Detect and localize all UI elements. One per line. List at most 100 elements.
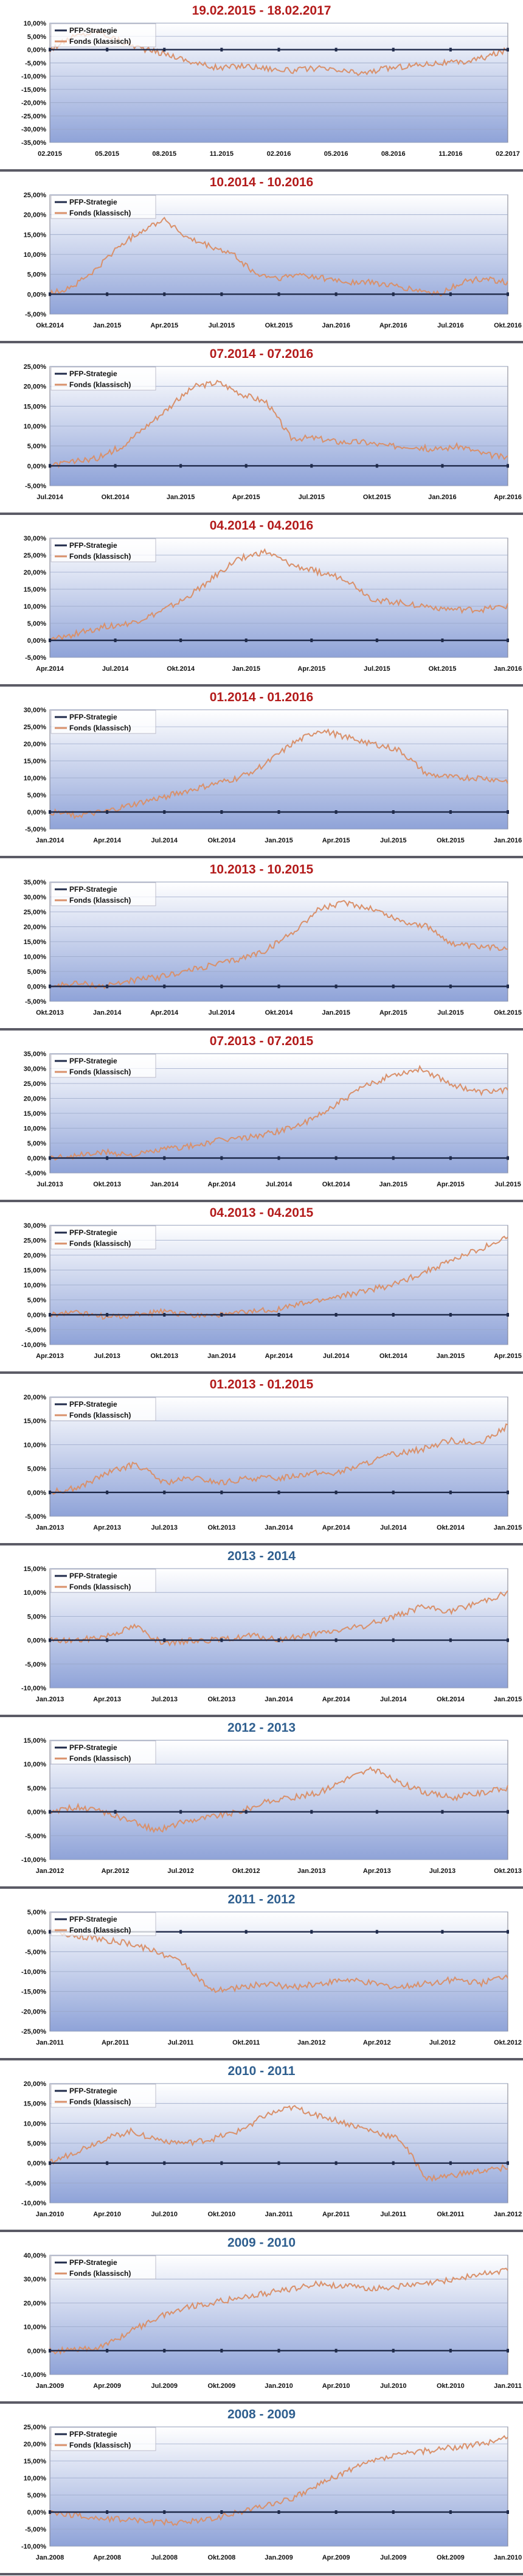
legend: PFP-Strategie Fonds (klassisch): [50, 2084, 156, 2108]
chart-title: 01.2013 - 01.2015: [209, 1377, 314, 1391]
series-line-fonds: [49, 1236, 508, 1320]
y-tick-label: 5,00%: [27, 1297, 46, 1304]
series-marker: [392, 292, 395, 296]
series-marker: [507, 2161, 509, 2165]
series-marker: [392, 1313, 395, 1317]
x-tick-label: Apr.2014: [207, 1181, 236, 1188]
line-chart: 30,00% 25,00% 20,00% 15,00% 10,00% 5,00% 0,00%…: [24, 707, 522, 844]
x-tick-label: Okt.2012: [232, 1867, 260, 1875]
series-marker: [449, 1638, 452, 1642]
y-tick-label: -10,00%: [21, 2200, 46, 2207]
x-tick-label: Jul.2013: [94, 1353, 120, 1360]
legend-label: PFP-Strategie: [69, 369, 117, 378]
legend-label: Fonds (klassisch): [69, 380, 131, 389]
series-marker: [310, 1810, 313, 1814]
y-tick-label: 30,00%: [24, 2276, 47, 2283]
series-line-fonds: [49, 1766, 508, 1833]
series-marker: [220, 2510, 223, 2514]
y-tick-label: 15,00%: [24, 1267, 47, 1275]
x-tick-label: Jan.2015: [379, 1181, 407, 1188]
x-tick-label: Jan.2016: [322, 322, 350, 329]
legend-label: PFP-Strategie: [69, 2258, 117, 2267]
series-marker: [507, 1930, 509, 1934]
legend-label: PFP-Strategie: [69, 885, 117, 894]
y-tick-label: 5,00%: [27, 271, 46, 279]
panel-separator: [0, 341, 523, 343]
x-tick-label: Jan.2009: [265, 2554, 293, 2561]
series-marker: [441, 639, 444, 642]
x-tick-label: Jan.2011: [265, 2211, 293, 2218]
series-marker: [106, 810, 109, 814]
x-tick-label: Okt.2008: [207, 2554, 235, 2561]
series-marker: [49, 1810, 51, 1814]
series-marker: [507, 464, 509, 468]
line-chart: 10,00% 5,00% 0,00% -5,00% -10,00% -15,00% -20,…: [21, 21, 520, 158]
x-tick-label: Jul.2014: [266, 1181, 293, 1188]
x-tick-label: Okt.2014: [36, 322, 64, 329]
x-tick-label: Okt.2015: [265, 322, 293, 329]
legend-label: Fonds (klassisch): [69, 1926, 131, 1934]
series-marker: [114, 639, 117, 642]
y-tick-label: 25,00%: [24, 2424, 47, 2431]
series-marker: [449, 2510, 452, 2514]
series-marker: [106, 2348, 109, 2353]
x-tick-label: Jan.2016: [428, 494, 456, 501]
x-tick-label: Jul.2015: [364, 665, 390, 673]
series-marker: [106, 292, 109, 296]
x-tick-label: Jan.2015: [167, 494, 195, 501]
x-tick-label: 05.2015: [95, 150, 119, 158]
chart-title: 07.2014 - 07.2016: [209, 347, 314, 361]
legend-label: Fonds (klassisch): [69, 1754, 131, 1763]
legend-box: [50, 195, 156, 219]
series-line-fonds: [49, 2105, 508, 2182]
x-tick-label: Jan.2015: [322, 1009, 350, 1017]
series-line-fonds: [49, 548, 508, 642]
panel-separator: [0, 2401, 523, 2404]
x-tick-label: Jan.2011: [36, 2039, 64, 2046]
legend-box: [50, 2084, 156, 2108]
y-tick-label: -5,00%: [25, 311, 46, 318]
y-tick-label: 10,00%: [24, 2120, 47, 2127]
x-tick-label: Okt.2014: [437, 1696, 465, 1703]
chart-title: 2008 - 2009: [227, 2407, 296, 2421]
panel-separator: [0, 1715, 523, 1717]
x-tick-label: Okt.2013: [494, 1867, 522, 1875]
legend: PFP-Strategie Fonds (klassisch): [50, 1054, 156, 1078]
series-marker: [449, 1313, 452, 1317]
series-marker: [163, 47, 166, 52]
y-tick-label: -5,00%: [25, 2526, 46, 2533]
x-tick-label: Apr.2014: [150, 1009, 179, 1017]
y-tick-label: 10,00%: [24, 603, 47, 611]
y-tick-label: 0,00%: [27, 2509, 46, 2516]
x-tick-label: Apr.2016: [379, 322, 407, 329]
series-marker: [244, 1810, 248, 1814]
legend-box: [50, 1569, 156, 1593]
series-marker: [277, 2510, 280, 2514]
y-tick-label: -35,00%: [21, 139, 46, 147]
x-tick-label: Apr.2010: [322, 2382, 350, 2390]
chart-title: 2011 - 2012: [227, 1892, 296, 1906]
line-chart: 35,00% 30,00% 25,00% 20,00% 15,00% 10,00% 5,00…: [24, 880, 522, 1017]
y-tick-label: 15,00%: [24, 1418, 47, 1425]
legend-label: Fonds (klassisch): [69, 896, 131, 905]
x-tick-label: Jul.2014: [323, 1353, 350, 1360]
x-tick-label: Jan.2015: [494, 1524, 522, 1531]
x-tick-label: 11.2016: [438, 150, 462, 158]
x-tick-label: 05.2016: [324, 150, 348, 158]
legend-box: [50, 710, 156, 734]
y-tick-label: 0,00%: [27, 1929, 46, 1936]
series-marker: [375, 464, 378, 468]
series-marker: [441, 1810, 444, 1814]
x-tick-label: Okt.2014: [102, 494, 130, 501]
series-marker: [507, 2510, 509, 2514]
y-tick-label: 30,00%: [24, 536, 47, 542]
panel-separator: [0, 1200, 523, 1202]
y-tick-label: -20,00%: [21, 100, 46, 107]
legend-label: Fonds (klassisch): [69, 724, 131, 732]
x-tick-label: Okt.2014: [322, 1181, 351, 1188]
x-tick-label: Apr.2011: [322, 2211, 350, 2218]
chart-title: 19.02.2015 - 18.02.2017: [192, 4, 331, 18]
series-marker: [244, 1930, 248, 1934]
x-tick-label: Jan.2016: [494, 665, 522, 673]
y-tick-label: 15,00%: [24, 1566, 47, 1573]
